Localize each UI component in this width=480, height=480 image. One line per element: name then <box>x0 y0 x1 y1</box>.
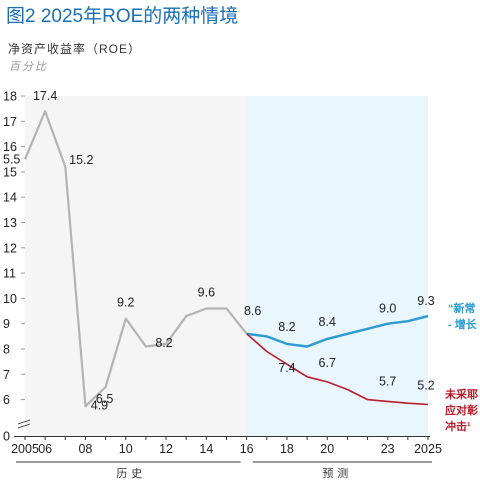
forecast-blue-line <box>246 314 429 348</box>
y-tick-label: 7 <box>3 368 10 382</box>
y-tick-label: 15 <box>3 165 17 179</box>
y-tick-label: 13 <box>3 216 17 230</box>
y-tick-label: 0 <box>3 430 10 444</box>
data-label: 15.2 <box>69 153 93 167</box>
data-label: 8.6 <box>244 304 261 318</box>
x-tick-label: 06 <box>38 442 52 456</box>
legend-no-response: 冲击¹ <box>445 419 471 433</box>
x-tick-label: 20 <box>320 442 334 456</box>
unit-label: 百分比 <box>9 61 48 73</box>
data-label: 9.2 <box>117 296 134 310</box>
y-tick-label: 11 <box>3 267 16 281</box>
data-label: 5.2 <box>417 378 434 392</box>
history-line <box>23 110 248 408</box>
x-tick-label: 2005 <box>11 442 39 456</box>
x-tick-label: 18 <box>280 442 294 456</box>
y-tick-label: 14 <box>3 191 17 205</box>
x-tick-label: 12 <box>159 442 173 456</box>
data-label: 4.9 <box>91 398 108 412</box>
y-tick-label: 8 <box>3 343 10 357</box>
x-tick-label: 2025 <box>414 442 442 456</box>
x-tick-label: 14 <box>199 442 213 456</box>
data-label: 9.3 <box>417 294 434 308</box>
data-label: 7.4 <box>278 361 295 375</box>
y-tick-label: 9 <box>3 317 10 331</box>
forecast-period-label: 预测 <box>322 467 352 480</box>
y-tick-label: 17 <box>3 115 17 129</box>
legend-no-response: 应对彰 <box>445 403 478 417</box>
chart-title: 图2 2025年ROE的两种情境 <box>6 6 239 27</box>
forecast-red-line <box>246 333 429 406</box>
data-label: 8.2 <box>155 336 172 350</box>
data-label: 9.6 <box>198 286 215 300</box>
data-label: 8.4 <box>319 315 336 329</box>
forecast-band <box>246 96 428 436</box>
data-label: 17.4 <box>33 89 57 103</box>
legend-no-response: 未采耶 <box>444 387 478 401</box>
y-tick-label: 16 <box>3 140 17 154</box>
legend-new-normal: - 增长 <box>448 317 478 331</box>
data-label: 6.7 <box>319 356 336 370</box>
data-label: 5.5 <box>3 152 20 166</box>
history-band <box>25 96 247 436</box>
axis-break-mark <box>17 419 31 425</box>
y-tick-label: 12 <box>3 241 17 255</box>
y-tick-label: 6 <box>3 393 10 407</box>
legend-new-normal: “新常 <box>448 301 476 315</box>
axis-break-mark <box>17 423 31 429</box>
history-period-label: 历史 <box>116 467 146 480</box>
x-tick-label: 23 <box>381 442 395 456</box>
data-label: 8.2 <box>278 320 295 334</box>
data-label: 6.5 <box>96 392 113 406</box>
x-tick-label: 10 <box>119 442 133 456</box>
data-label: 9.0 <box>379 302 396 316</box>
x-tick-label: 08 <box>78 442 92 456</box>
x-tick-label: 16 <box>240 442 254 456</box>
y-tick-label: 18 <box>3 90 17 104</box>
y-tick-label: 10 <box>3 292 17 306</box>
data-label: 5.7 <box>379 374 396 388</box>
y-axis-title: 净资产收益率（ROE） <box>8 42 142 56</box>
